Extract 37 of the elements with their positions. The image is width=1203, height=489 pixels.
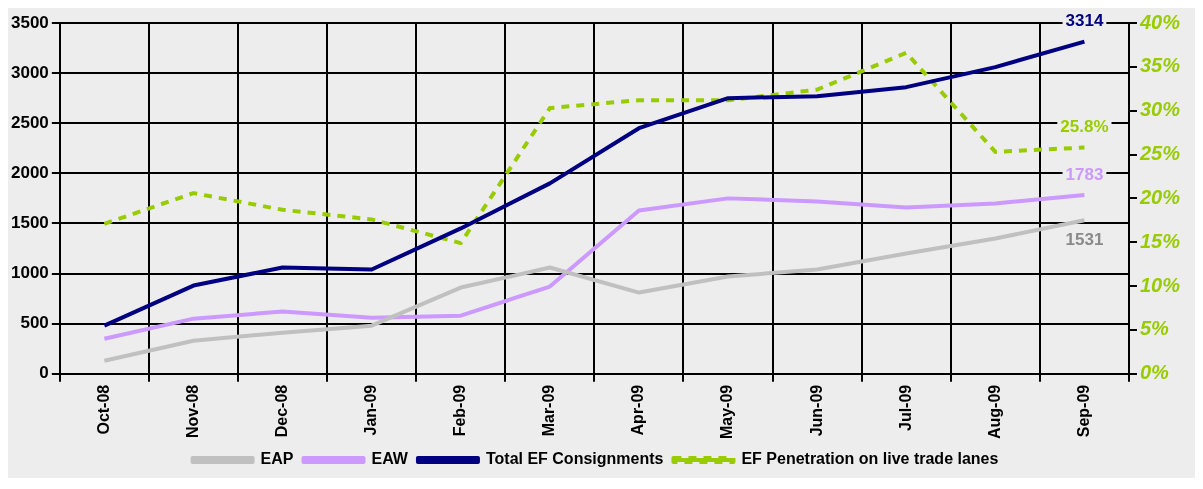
y2-tick-label: 40% [1138, 10, 1181, 33]
y2-tick-label: 30% [1139, 98, 1181, 121]
legend-label: EAP [260, 450, 294, 468]
x-tick-label: Jan-09 [362, 384, 380, 436]
x-tick-label: Mar-09 [540, 384, 558, 437]
legend-label: EAW [371, 450, 409, 468]
y-tick-label: 3000 [10, 62, 49, 82]
data-label: 3314 [1065, 11, 1104, 31]
y2-tick-label: 20% [1138, 185, 1181, 208]
y-tick-label: 500 [20, 313, 49, 333]
x-tick-label: Oct-08 [94, 384, 112, 435]
y-tick-label: 0 [39, 363, 49, 383]
data-label: 1531 [1065, 230, 1104, 250]
x-tick-label: Nov-08 [183, 384, 201, 439]
x-tick-label: Sep-09 [1074, 384, 1092, 438]
y-tick-label: 1000 [10, 263, 49, 283]
y2-tick-label: 35% [1139, 54, 1181, 77]
y-tick-label: 1500 [10, 213, 49, 233]
x-tick-label: Feb-09 [451, 384, 469, 437]
y-tick-label: 3500 [10, 12, 49, 32]
y-tick-label: 2500 [10, 112, 49, 132]
x-tick-label: Jun-09 [807, 384, 825, 437]
x-tick-label: Jul-09 [896, 384, 914, 431]
data-label: 25.8% [1060, 117, 1109, 137]
data-label: 1783 [1065, 164, 1104, 184]
y2-tick-label: 15% [1139, 229, 1181, 252]
legend-label: Total EF Consignments [485, 450, 664, 468]
x-tick-label: Dec-08 [272, 384, 290, 438]
x-tick-label: May-09 [718, 384, 736, 439]
y2-tick-label: 0% [1139, 361, 1170, 384]
x-tick-label: Apr-09 [629, 384, 647, 436]
y2-tick-label: 10% [1139, 273, 1181, 296]
y2-tick-label: 5% [1139, 317, 1170, 340]
y2-tick-label: 25% [1138, 142, 1181, 165]
x-tick-label: Aug-09 [985, 384, 1003, 439]
legend-label: EF Penetration on live trade lanes [741, 450, 999, 468]
y-tick-label: 2000 [10, 163, 49, 183]
